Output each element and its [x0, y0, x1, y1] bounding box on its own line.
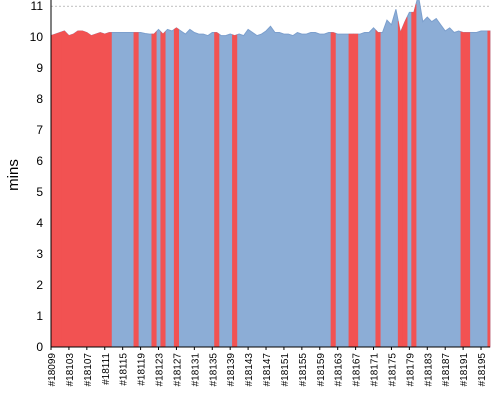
failed-build-bar: [151, 31, 157, 348]
y-tick-label: 3: [36, 247, 43, 261]
x-tick-label: #18187: [441, 353, 452, 387]
plot-area: [50, 0, 491, 348]
y-tick-label: 7: [36, 123, 43, 137]
x-tick-label: #18167: [352, 353, 363, 387]
failed-build-bar: [66, 32, 72, 348]
failed-build-bar: [465, 32, 471, 348]
x-tick-label: #18159: [316, 353, 327, 387]
y-tick-label: 11: [31, 0, 44, 13]
failed-build-bar: [397, 20, 403, 348]
x-tick-label: #18115: [119, 353, 130, 386]
y-tick-labels: 0 1 2 3 4 5 6 7 8 9 10 11: [30, 0, 44, 354]
x-tick-label: #18183: [423, 353, 434, 387]
axis-layer: [50, 0, 490, 350]
y-tick-label: 4: [36, 216, 43, 230]
failed-build-bar: [133, 32, 139, 348]
y-tick-label: 0: [36, 340, 43, 354]
x-tick-label: #18135: [208, 353, 219, 387]
x-tick-label: #18107: [83, 353, 94, 387]
failed-build-bar: [57, 31, 63, 348]
failed-build-bar: [52, 32, 59, 348]
failed-build-bar: [84, 31, 90, 348]
x-tick-label: #18155: [298, 353, 309, 387]
failed-build-bar: [106, 32, 112, 348]
failed-build-bar: [330, 32, 336, 348]
y-tick-label: 2: [36, 278, 43, 292]
failed-build-bar: [79, 30, 85, 348]
x-tick-label: #18127: [172, 353, 183, 387]
y-axis-title: mins: [5, 159, 22, 191]
failed-build-bar: [348, 33, 354, 348]
x-tick-label: #18171: [370, 353, 381, 387]
failed-build-bar: [232, 34, 238, 348]
failed-build-bar: [460, 31, 466, 348]
x-tick-label: #18119: [137, 353, 148, 386]
failed-build-bar: [61, 30, 67, 348]
failed-build-bar: [97, 32, 103, 348]
x-tick-label: #18163: [334, 353, 345, 387]
x-tick-label: #18103: [65, 353, 76, 387]
failed-build-bar: [93, 32, 99, 348]
failed-build-bar: [402, 16, 408, 348]
x-tick-label: #18131: [190, 353, 201, 387]
x-tick-label: #18175: [387, 353, 398, 387]
failed-build-bar: [411, 3, 417, 348]
y-tick-label: 8: [36, 92, 43, 106]
x-tick-label: #18123: [155, 353, 166, 387]
y-tick-label: 10: [30, 30, 44, 44]
failed-build-bar: [75, 30, 81, 348]
x-tick-label: #18111: [101, 353, 112, 385]
y-tick-label: 9: [36, 61, 43, 75]
x-tick-label: #18143: [244, 353, 255, 387]
x-tick-label: #18147: [262, 353, 273, 387]
x-tick-label: #18195: [477, 353, 488, 387]
failed-build-bar: [353, 33, 359, 348]
failed-build-bar: [88, 33, 94, 348]
y-tick-label: 6: [36, 154, 43, 168]
failed-build-bar: [487, 30, 491, 348]
x-tick-label: #18191: [459, 353, 470, 387]
passed-builds-area: [50, 0, 491, 348]
failed-build-bar: [375, 29, 381, 348]
y-tick-label: 1: [36, 309, 43, 323]
failed-build-bar: [214, 32, 220, 348]
x-tick-label: #18099: [47, 353, 58, 387]
failed-build-bar: [70, 31, 76, 348]
x-tick-label: #18139: [226, 353, 237, 387]
y-tick-label: 5: [36, 185, 43, 199]
failed-build-bar: [102, 32, 108, 348]
x-tick-labels: #18099 #18103 #18107 #18111 #18115 #18119 #181…: [47, 353, 488, 387]
failed-build-bar: [160, 31, 166, 348]
x-tick-label: #18151: [280, 353, 291, 387]
x-tick-label: #18179: [405, 353, 416, 387]
failed-build-bar: [173, 27, 179, 348]
